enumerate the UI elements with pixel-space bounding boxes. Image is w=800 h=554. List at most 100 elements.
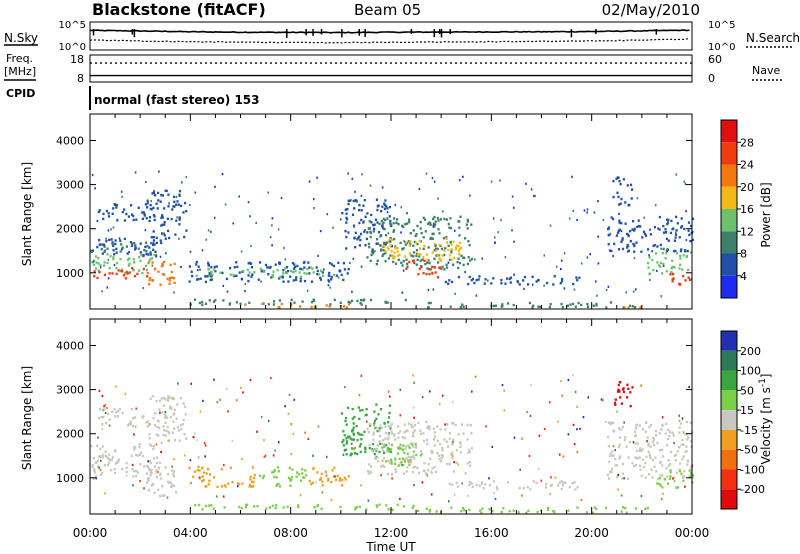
range-cell — [172, 472, 175, 476]
range-cell — [342, 262, 345, 265]
range-cell — [374, 426, 377, 430]
range-cell — [404, 445, 407, 448]
colorbar-tick-label: -50 — [740, 444, 758, 457]
range-cell — [393, 238, 396, 241]
range-cell — [315, 266, 318, 269]
range-cell — [462, 305, 465, 309]
range-cell — [419, 432, 423, 435]
range-cell — [682, 274, 685, 278]
range-cell — [451, 443, 454, 446]
range-cell — [316, 273, 319, 276]
range-cell — [203, 442, 206, 445]
range-cell — [310, 280, 314, 283]
range-cell — [424, 230, 427, 233]
range-cell — [287, 269, 290, 273]
range-cell — [127, 258, 130, 261]
range-cell — [278, 277, 281, 280]
range-cell — [404, 460, 407, 463]
range-cell — [445, 440, 448, 443]
range-cell — [330, 275, 333, 279]
range-cell — [419, 220, 422, 224]
range-cell — [264, 454, 267, 457]
range-cell — [205, 275, 208, 278]
range-cell — [147, 261, 150, 265]
range-cell — [387, 424, 390, 428]
range-cell — [439, 218, 442, 221]
range-cell — [224, 203, 227, 206]
range-cell — [610, 470, 613, 474]
range-cell — [184, 413, 187, 416]
range-cell — [341, 440, 344, 444]
range-cell — [451, 451, 454, 455]
colorbar-segment — [721, 186, 737, 209]
range-cell — [249, 215, 251, 218]
range-cell — [221, 173, 224, 176]
range-cell — [459, 442, 462, 445]
range-cell — [205, 238, 208, 241]
range-cell — [411, 506, 414, 509]
range-cell — [117, 409, 120, 413]
range-cell — [239, 302, 242, 305]
range-cell — [410, 423, 413, 426]
range-cell — [293, 263, 296, 266]
range-cell — [502, 506, 505, 510]
range-cell — [128, 271, 131, 274]
range-cell — [308, 266, 310, 269]
range-cell — [382, 227, 385, 230]
range-cell — [351, 290, 353, 293]
range-cell — [381, 186, 384, 189]
range-cell — [347, 172, 349, 175]
range-cell — [95, 477, 98, 480]
range-cell — [251, 465, 254, 468]
colorbar-tick-label: -15 — [740, 424, 758, 437]
range-cell — [165, 252, 167, 255]
range-cell — [444, 280, 447, 284]
range-cell — [346, 208, 349, 211]
range-cell — [665, 231, 668, 234]
range-cell — [634, 288, 637, 291]
range-cell — [614, 457, 617, 461]
range-cell — [456, 485, 459, 488]
range-cell — [337, 276, 340, 279]
range-cell — [270, 376, 272, 380]
range-cell — [241, 482, 244, 485]
cpid-strip: CPID normal (fast stereo) 153 — [6, 86, 260, 110]
range-cell — [445, 423, 449, 426]
range-cell — [143, 465, 146, 468]
range-cell — [313, 207, 315, 210]
y-tick-label: 4000 — [56, 134, 84, 147]
range-cell — [503, 389, 505, 392]
range-cell — [101, 290, 103, 293]
range-cell — [481, 507, 484, 510]
range-cell — [374, 218, 378, 221]
range-cell — [381, 459, 384, 462]
range-cell — [406, 452, 409, 455]
range-cell — [415, 446, 418, 449]
range-cell — [204, 455, 206, 458]
range-cell — [420, 265, 423, 268]
range-cell — [561, 305, 564, 309]
range-cell — [148, 460, 151, 463]
range-cell — [587, 396, 590, 399]
range-cell — [394, 468, 397, 471]
range-cell — [442, 237, 446, 240]
range-cell — [120, 190, 123, 193]
range-cell — [334, 475, 336, 478]
range-cell — [125, 212, 128, 216]
range-cell — [269, 265, 272, 269]
range-cell — [573, 481, 576, 484]
range-cell — [473, 281, 476, 285]
range-cell — [247, 279, 250, 283]
range-cell — [289, 269, 293, 272]
range-cell — [136, 272, 139, 276]
range-cell — [103, 261, 106, 264]
range-cell — [124, 392, 127, 395]
range-cell — [449, 258, 452, 261]
range-cell — [393, 462, 397, 465]
range-cell — [636, 423, 639, 426]
range-cell — [433, 266, 436, 269]
range-cell — [655, 429, 658, 433]
range-cell — [298, 473, 301, 476]
range-cell — [173, 281, 176, 284]
range-cell — [618, 221, 621, 224]
